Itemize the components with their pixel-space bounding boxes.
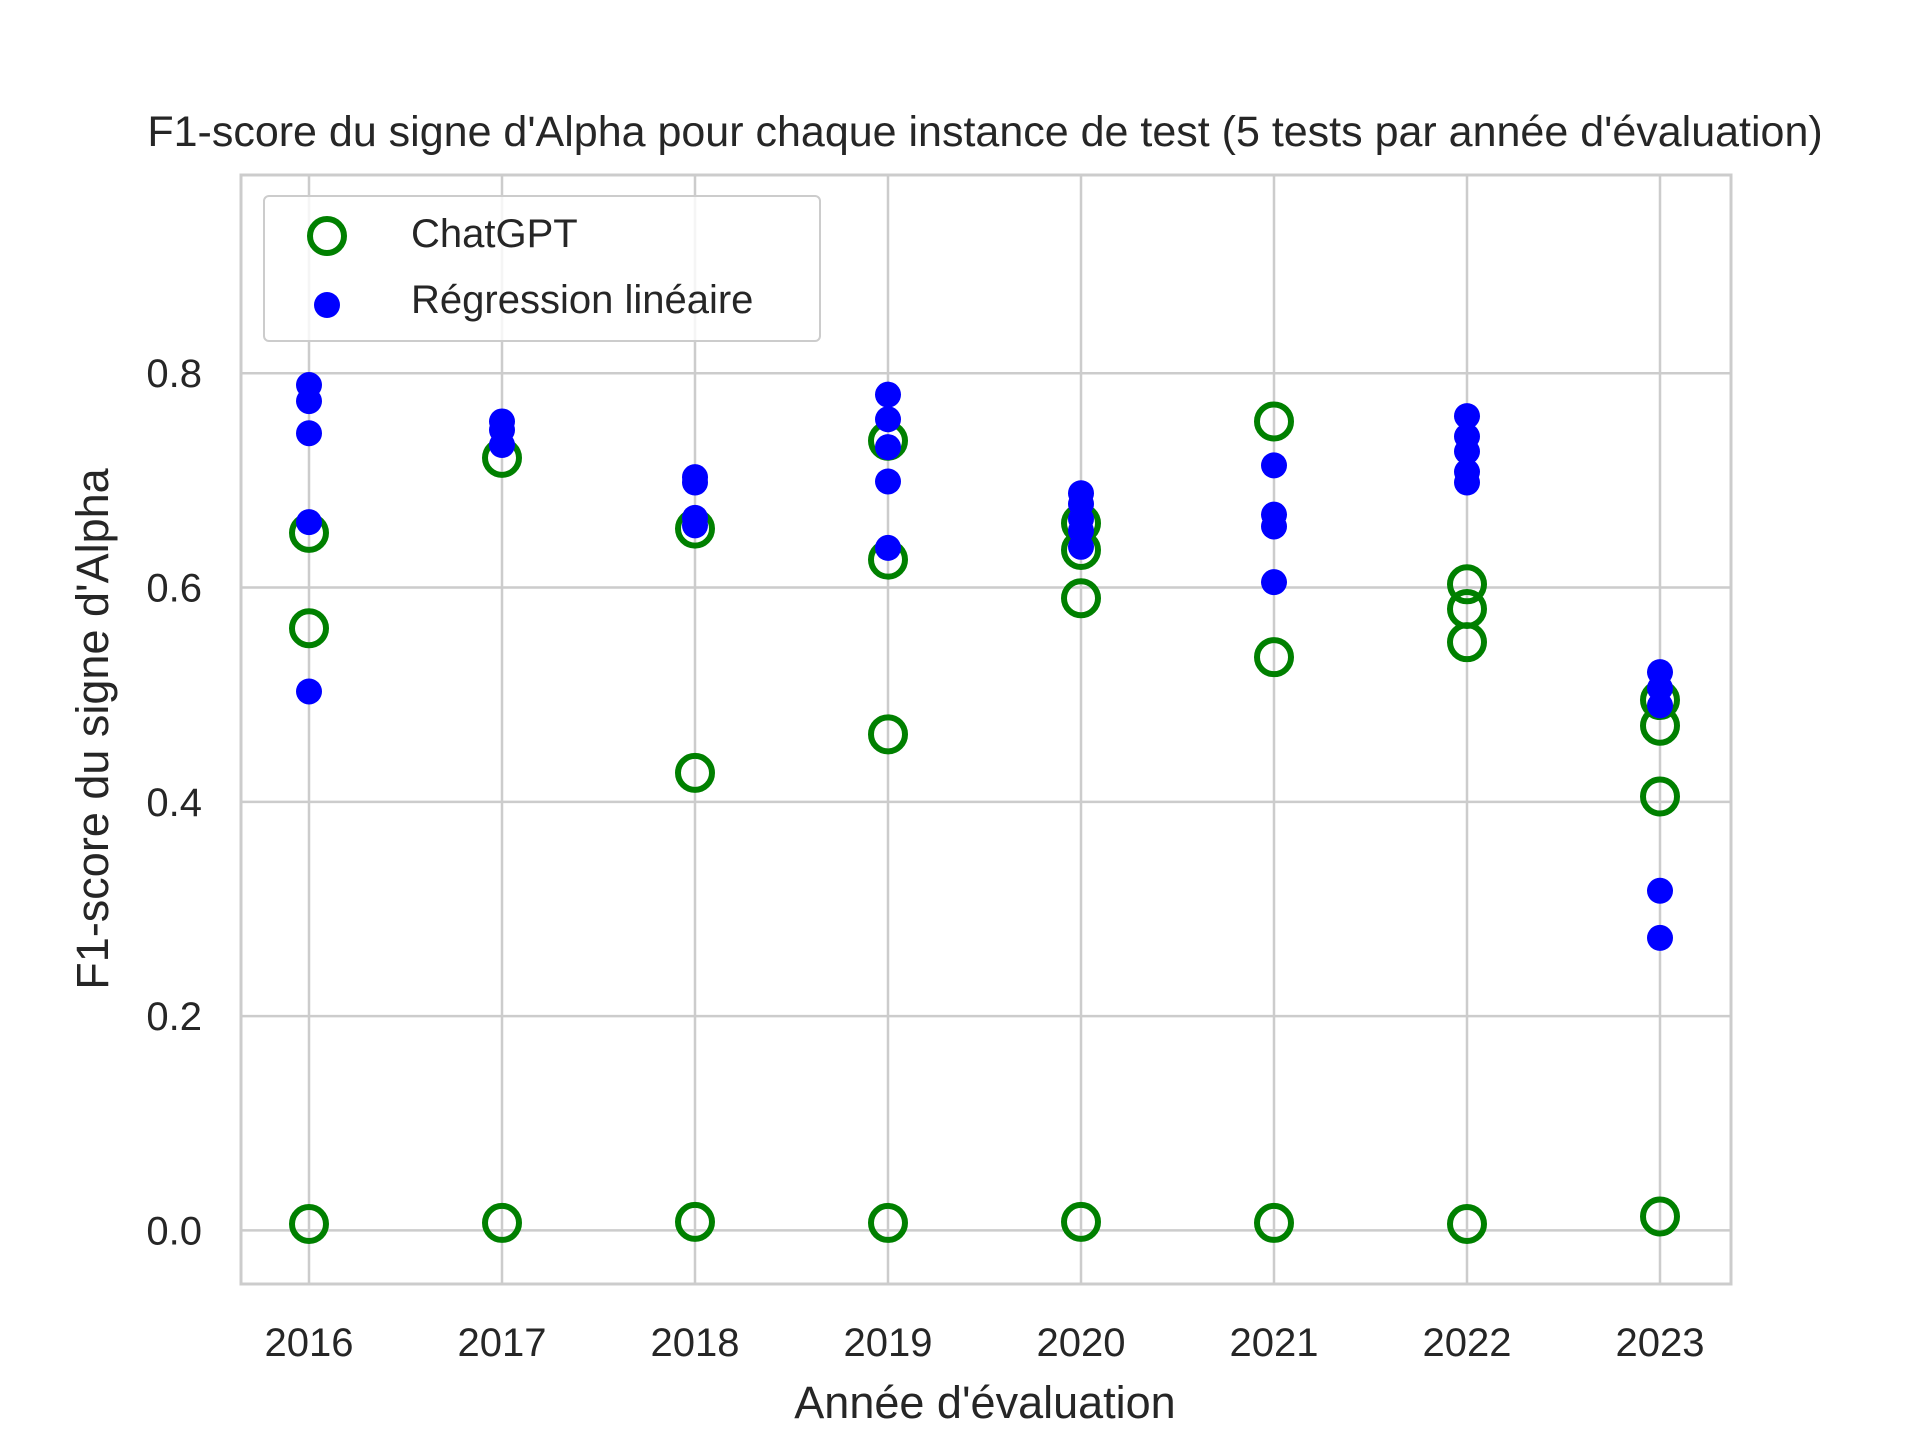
- chatgpt-point: [482, 1202, 522, 1243]
- tick-labels: 2016 2017 2018 2019 2020 2021 2022 2023 0.0 0.2 0.…: [146, 352, 1704, 1365]
- legend-label-chatgpt: ChatGPT: [411, 212, 578, 256]
- data-points: [289, 372, 1680, 1244]
- regression-point: [1261, 452, 1287, 479]
- x-tick-label: 2019: [844, 1321, 933, 1365]
- x-tick-label: 2020: [1037, 1321, 1126, 1365]
- plot-frame: [239, 173, 1733, 1286]
- y-tick-label: 0.8: [146, 352, 202, 396]
- regression-point: [1454, 403, 1480, 430]
- x-tick-label: 2017: [458, 1321, 547, 1365]
- regression-point: [682, 469, 708, 496]
- chatgpt-point: [1061, 578, 1101, 619]
- chatgpt-point: [1640, 776, 1680, 817]
- chatgpt-point: [1447, 564, 1487, 605]
- chart-title: F1-score du signe d'Alpha pour chaque in…: [147, 108, 1822, 156]
- regression-point: [875, 534, 901, 561]
- regression-point: [875, 468, 901, 495]
- regression-point: [296, 509, 322, 536]
- y-tick-label: 0.2: [146, 995, 202, 1039]
- regression-point: [682, 512, 708, 539]
- legend-marker-regression: [314, 292, 340, 318]
- chatgpt-point: [1254, 1202, 1294, 1243]
- y-tick-label: 0.6: [146, 567, 202, 611]
- regression-point: [296, 388, 322, 415]
- regression-point: [875, 406, 901, 433]
- chatgpt-point: [1061, 1201, 1101, 1242]
- chatgpt-point: [1447, 1203, 1487, 1244]
- chatgpt-point: [289, 1203, 329, 1244]
- regression-point: [1261, 569, 1287, 596]
- x-tick-label: 2021: [1230, 1321, 1319, 1365]
- chatgpt-point: [675, 1201, 715, 1242]
- regression-point: [1647, 692, 1673, 719]
- chatgpt-point: [1254, 401, 1294, 442]
- regression-point: [1261, 513, 1287, 540]
- legend-box: [263, 195, 821, 342]
- chatgpt-point: [1447, 622, 1487, 663]
- grid: [241, 175, 1731, 1284]
- x-tick-label: 2016: [265, 1321, 354, 1365]
- regression-point: [1068, 533, 1094, 560]
- regression-point: [1647, 877, 1673, 904]
- chatgpt-point: [675, 752, 715, 793]
- x-axis-label: Année d'évaluation: [794, 1377, 1175, 1428]
- y-tick-label: 0.0: [146, 1209, 202, 1253]
- regression-point: [1647, 924, 1673, 951]
- x-tick-label: 2022: [1423, 1321, 1512, 1365]
- legend: ChatGPT Régression linéaire: [263, 195, 821, 342]
- regression-point: [1454, 469, 1480, 496]
- chatgpt-point: [868, 714, 908, 755]
- regression-point: [1454, 438, 1480, 465]
- y-tick-label: 0.4: [146, 781, 202, 825]
- regression-point: [875, 381, 901, 408]
- chatgpt-point: [1640, 1196, 1680, 1237]
- chatgpt-point: [1254, 637, 1294, 678]
- regression-point: [489, 432, 515, 459]
- chatgpt-point: [868, 1202, 908, 1243]
- regression-point: [296, 678, 322, 705]
- chatgpt-point: [289, 608, 329, 649]
- regression-point: [875, 434, 901, 461]
- x-tick-label: 2023: [1616, 1321, 1705, 1365]
- legend-label-regression: Régression linéaire: [411, 278, 753, 322]
- x-tick-label: 2018: [651, 1321, 740, 1365]
- legend-marker-chatgpt: [307, 216, 347, 256]
- y-axis-label: F1-score du signe d'Alpha: [67, 467, 118, 989]
- regression-point: [296, 420, 322, 447]
